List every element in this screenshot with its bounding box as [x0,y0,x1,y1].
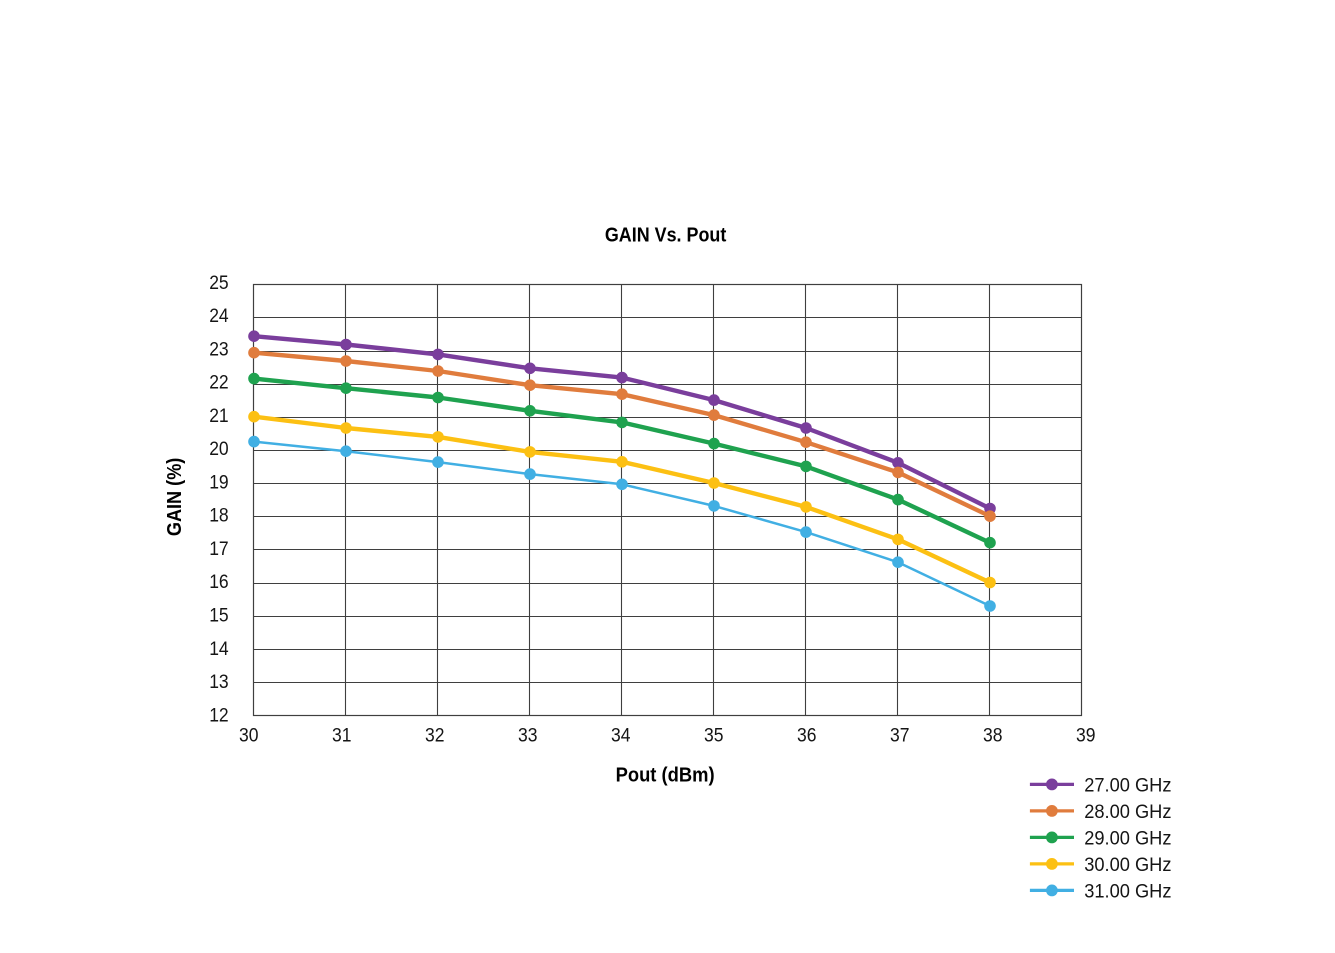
svg-text:33: 33 [518,725,538,747]
svg-text:36: 36 [797,725,817,747]
svg-text:37: 37 [890,725,910,747]
svg-text:31.00 GHz: 31.00 GHz [1084,881,1171,903]
svg-text:12: 12 [209,704,229,726]
svg-text:20: 20 [209,438,229,460]
svg-text:39: 39 [1076,725,1096,747]
svg-text:30: 30 [239,725,259,747]
svg-text:19: 19 [209,472,229,494]
svg-text:32: 32 [425,725,445,747]
svg-text:13: 13 [209,671,229,693]
svg-text:24: 24 [209,305,229,327]
svg-text:Pout (dBm): Pout (dBm) [616,765,715,787]
svg-text:25: 25 [209,272,229,294]
svg-text:GAIN (%): GAIN (%) [164,458,186,537]
svg-text:16: 16 [209,571,229,593]
svg-text:22: 22 [209,372,229,394]
svg-text:21: 21 [209,405,229,427]
svg-text:38: 38 [983,725,1003,747]
svg-text:29.00 GHz: 29.00 GHz [1084,828,1171,850]
svg-text:31: 31 [332,725,352,747]
svg-text:18: 18 [209,505,229,527]
svg-text:27.00 GHz: 27.00 GHz [1084,775,1171,797]
svg-text:35: 35 [704,725,724,747]
svg-text:GAIN Vs. Pout: GAIN Vs. Pout [605,225,727,247]
svg-text:34: 34 [611,725,631,747]
svg-text:23: 23 [209,338,229,360]
svg-text:14: 14 [209,638,229,660]
svg-text:15: 15 [209,605,229,627]
svg-text:17: 17 [209,538,229,560]
svg-text:30.00 GHz: 30.00 GHz [1084,854,1171,876]
svg-text:28.00 GHz: 28.00 GHz [1084,801,1171,823]
